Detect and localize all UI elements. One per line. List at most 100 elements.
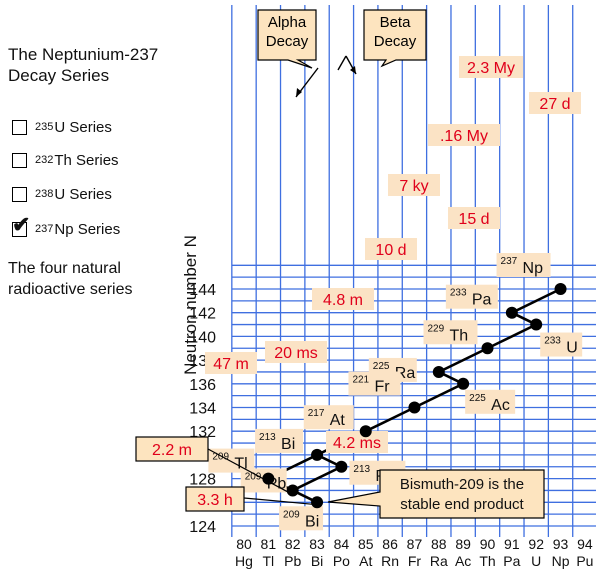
- nuclide-mass-number: 209: [212, 452, 229, 463]
- beta-legend-label: Decay: [374, 33, 417, 50]
- checkbox[interactable]: [12, 152, 27, 168]
- nuclide-mass-number: 225: [469, 393, 486, 404]
- nuclide-label-bg: [279, 506, 324, 531]
- x-element-label: Bi: [311, 553, 323, 569]
- x-tick-label: 80: [236, 536, 252, 552]
- nuclide-mass-number: 237: [501, 256, 518, 267]
- x-tick-label: 86: [382, 536, 398, 552]
- x-tick-label: 82: [285, 536, 301, 552]
- y-tick-label: 144: [189, 282, 216, 299]
- half-life-label-bg: [459, 56, 523, 78]
- beta-arrowhead: [350, 66, 356, 74]
- nuclide-label-bg: [465, 389, 516, 414]
- x-tick-label: 85: [358, 536, 374, 552]
- y-tick-label: 124: [189, 519, 216, 536]
- mass-number: 237: [35, 223, 54, 235]
- x-element-label: Ra: [430, 553, 448, 569]
- half-life-label-bg: [529, 92, 581, 114]
- nuclide-symbol: Bi: [305, 513, 319, 530]
- series-option-u235[interactable]: 235 U Series: [12, 116, 112, 138]
- nuclide-mass-number: 213: [259, 432, 276, 443]
- half-life-label-bg: [365, 238, 417, 260]
- x-element-label: Th: [479, 553, 495, 569]
- half-life-label: 4.2 ms: [333, 435, 381, 452]
- x-tick-label: 92: [528, 536, 544, 552]
- nuclide-mass-number: 221: [352, 375, 369, 386]
- alpha-legend-label: Alpha: [268, 14, 307, 31]
- series-option-th232[interactable]: 232 Th Series: [12, 149, 119, 171]
- nuclide-mass-number: 225: [373, 361, 390, 372]
- nuclide-marker: [286, 484, 299, 497]
- title-line-2: Decay Series: [8, 66, 110, 85]
- x-tick-label: 87: [407, 536, 423, 552]
- mass-number: 235: [35, 121, 54, 133]
- nuclide-marker: [359, 425, 372, 438]
- x-tick-label: 89: [455, 536, 471, 552]
- nuclide-marker: [457, 377, 470, 390]
- nuclide-mass-number: 217: [308, 408, 325, 419]
- nuclide-label-bg: [303, 405, 354, 430]
- x-tick-label: 94: [577, 536, 593, 552]
- x-element-label: At: [359, 553, 372, 569]
- x-tick-label: 81: [261, 536, 277, 552]
- checkbox[interactable]: [12, 186, 27, 202]
- half-life-label: 7 ky: [399, 178, 428, 195]
- mass-number: 232: [35, 154, 54, 166]
- half-life-label: 15 d: [458, 211, 489, 228]
- beta-arrow: [337, 55, 347, 71]
- x-element-label: Fr: [408, 553, 422, 569]
- series-option-np237[interactable]: ✔ 237 Np Series: [12, 213, 120, 240]
- nuclide-label-bg: [348, 371, 401, 396]
- half-life-label: 2.3 My: [467, 60, 515, 77]
- nuclide-symbol: Ac: [491, 397, 510, 414]
- half-life-label: 47 m: [213, 356, 249, 373]
- nuclide-mass-number: 209: [283, 509, 300, 520]
- end-product-text: Bismuth-209 is the: [400, 476, 524, 493]
- nuclide-symbol: Pa: [472, 292, 492, 309]
- x-element-label: Pb: [284, 553, 301, 569]
- x-element-label: Tl: [263, 553, 275, 569]
- half-life-callout-box: [135, 436, 209, 462]
- nuclide-symbol: At: [330, 412, 346, 429]
- nuclide-marker: [505, 306, 518, 319]
- checkbox[interactable]: [12, 119, 27, 135]
- x-element-label: Hg: [235, 553, 253, 569]
- y-tick-label: 134: [189, 401, 216, 418]
- half-life-label-bg: [326, 431, 388, 453]
- nuclide-marker: [262, 472, 275, 485]
- y-tick-label: 142: [189, 306, 216, 323]
- note-line-1: The four natural: [8, 260, 121, 277]
- half-life-label-bg: [205, 352, 257, 374]
- nuclide-mass-number: 229: [428, 323, 445, 334]
- nuclide-symbol: Np: [523, 260, 544, 277]
- half-life-callout-box: [185, 486, 245, 512]
- nuclide-marker: [530, 318, 543, 331]
- x-element-label: Pa: [503, 553, 520, 569]
- nuclide-symbol: Bi: [281, 436, 295, 453]
- end-product-text: stable end product: [400, 496, 524, 513]
- half-life-label: 27 d: [539, 96, 570, 113]
- y-tick-label: 140: [189, 329, 216, 346]
- x-element-label: Pu: [576, 553, 593, 569]
- nuclide-marker: [432, 365, 445, 378]
- half-life-label: 10 d: [375, 242, 406, 259]
- half-life-label: 4.8 m: [323, 292, 363, 309]
- half-life-label-bg: [448, 207, 500, 229]
- nuclide-symbol: Th: [450, 327, 469, 344]
- nuclide-label-bg: [423, 320, 478, 345]
- alpha-legend-label: Decay: [266, 33, 309, 50]
- checkbox-checked[interactable]: ✔: [12, 213, 30, 237]
- x-element-label: U: [531, 553, 541, 569]
- x-tick-label: 93: [553, 536, 569, 552]
- series-option-u238[interactable]: 238 U Series: [12, 183, 112, 205]
- series-label: Th Series: [54, 151, 119, 169]
- nuclide-mass-number: 233: [450, 288, 467, 299]
- nuclide-mass-number: 233: [544, 336, 561, 347]
- series-label: U Series: [54, 118, 112, 136]
- nuclide-marker: [311, 496, 324, 509]
- nuclide-symbol: U: [566, 340, 578, 357]
- mass-number: 238: [35, 188, 54, 200]
- half-life-label: 2.2 m: [152, 442, 192, 459]
- page-title: The Neptunium-237 Decay Series: [8, 44, 158, 86]
- y-tick-label: 128: [189, 472, 216, 489]
